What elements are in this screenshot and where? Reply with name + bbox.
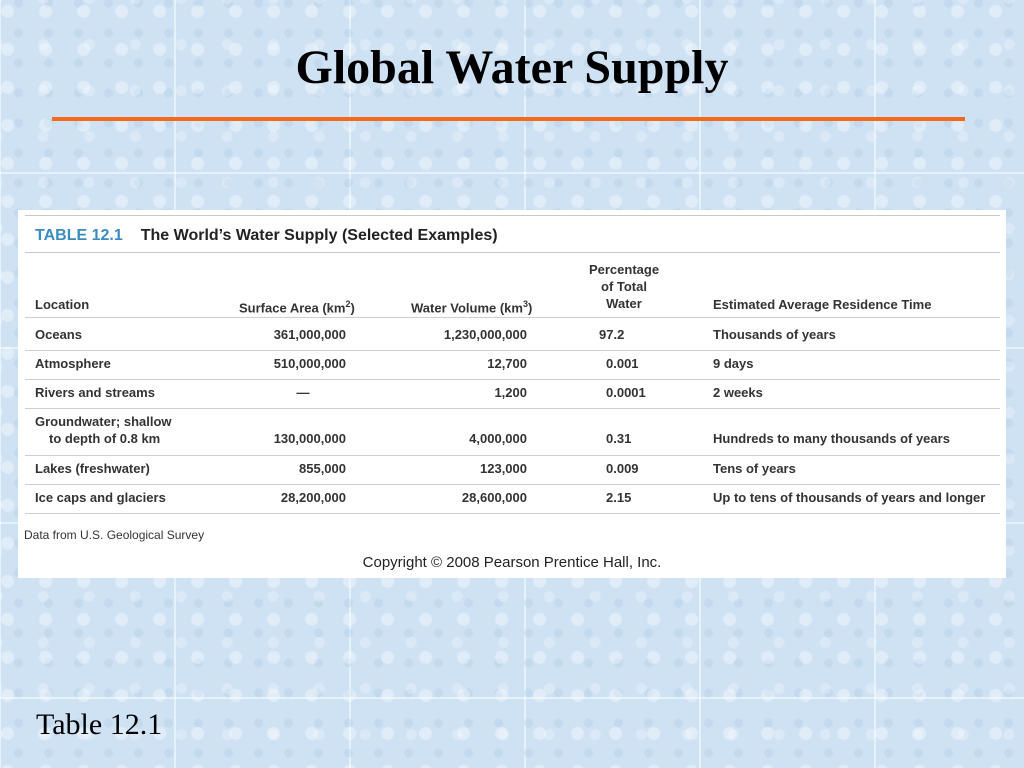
row-location: Rivers and streams: [35, 385, 155, 400]
row-location: Groundwater; shallow to depth of 0.8 km: [35, 414, 172, 446]
table-number: TABLE 12.1: [35, 227, 123, 244]
column-header-residence-time: Estimated Average Residence Time: [713, 297, 932, 312]
row-water-volume: 12,700: [487, 356, 527, 371]
row-percentage: 0.009: [606, 461, 639, 476]
row-percentage: 0.0001: [606, 385, 646, 400]
row-surface-area: —: [296, 385, 310, 400]
column-header-surface-area: Surface Area (km2): [239, 299, 355, 316]
row-water-volume: 1,200: [494, 385, 527, 400]
column-header-water-volume: Water Volume (km3): [411, 299, 533, 316]
table-bottom-rule: [25, 513, 1000, 514]
row-location: Atmosphere: [35, 356, 111, 371]
slide-footer-label: Table 12.1: [36, 708, 163, 741]
row-water-volume: 4,000,000: [469, 431, 527, 446]
row-location: Ice caps and glaciers: [35, 490, 166, 505]
row-rule: [25, 379, 1000, 380]
copyright-notice: Copyright © 2008 Pearson Prentice Hall, …: [362, 554, 662, 571]
row-surface-area: 130,000,000: [273, 431, 346, 446]
column-header-location: Location: [35, 297, 90, 312]
header-rule: [25, 317, 1000, 318]
water-supply-table-image: TABLE 12.1 The World’s Water Supply (Sele…: [18, 210, 1006, 578]
row-rule: [25, 484, 1000, 485]
row-location: Oceans: [35, 327, 82, 342]
row-percentage: 0.31: [606, 431, 632, 446]
table-source-note: Data from U.S. Geological Survey: [24, 528, 205, 542]
row-surface-area: 28,200,000: [280, 490, 346, 505]
row-percentage: 97.2: [599, 327, 625, 342]
row-rule: [25, 350, 1000, 351]
row-water-volume: 123,000: [480, 461, 527, 476]
row-surface-area: 855,000: [299, 461, 346, 476]
row-percentage: 0.001: [606, 356, 639, 371]
row-water-volume: 1,230,000,000: [443, 327, 527, 342]
table-caption: TABLE 12.1 The World’s Water Supply (Sele…: [35, 227, 498, 245]
column-header-percentage: Percentage of Total Water: [588, 262, 660, 311]
title-underline: [52, 117, 965, 121]
row-location: Lakes (freshwater): [35, 461, 150, 476]
row-water-volume: 28,600,000: [461, 490, 527, 505]
row-residence-time: Thousands of years: [713, 327, 836, 342]
caption-rule: [25, 252, 1000, 253]
table-title: The World’s Water Supply (Selected Examp…: [140, 227, 498, 244]
row-residence-time: Tens of years: [713, 461, 796, 476]
row-percentage: 2.15: [606, 490, 632, 505]
slide-title: Global Water Supply: [295, 41, 729, 94]
row-residence-time: 9 days: [713, 356, 754, 371]
row-rule: [25, 408, 1000, 409]
row-surface-area: 510,000,000: [273, 356, 346, 371]
row-rule: [25, 455, 1000, 456]
row-surface-area: 361,000,000: [273, 327, 346, 342]
row-residence-time: Up to tens of thousands of years and lon…: [713, 490, 986, 505]
table-top-rule: [25, 215, 1000, 216]
row-residence-time: Hundreds to many thousands of years: [713, 431, 950, 446]
row-residence-time: 2 weeks: [713, 385, 763, 400]
